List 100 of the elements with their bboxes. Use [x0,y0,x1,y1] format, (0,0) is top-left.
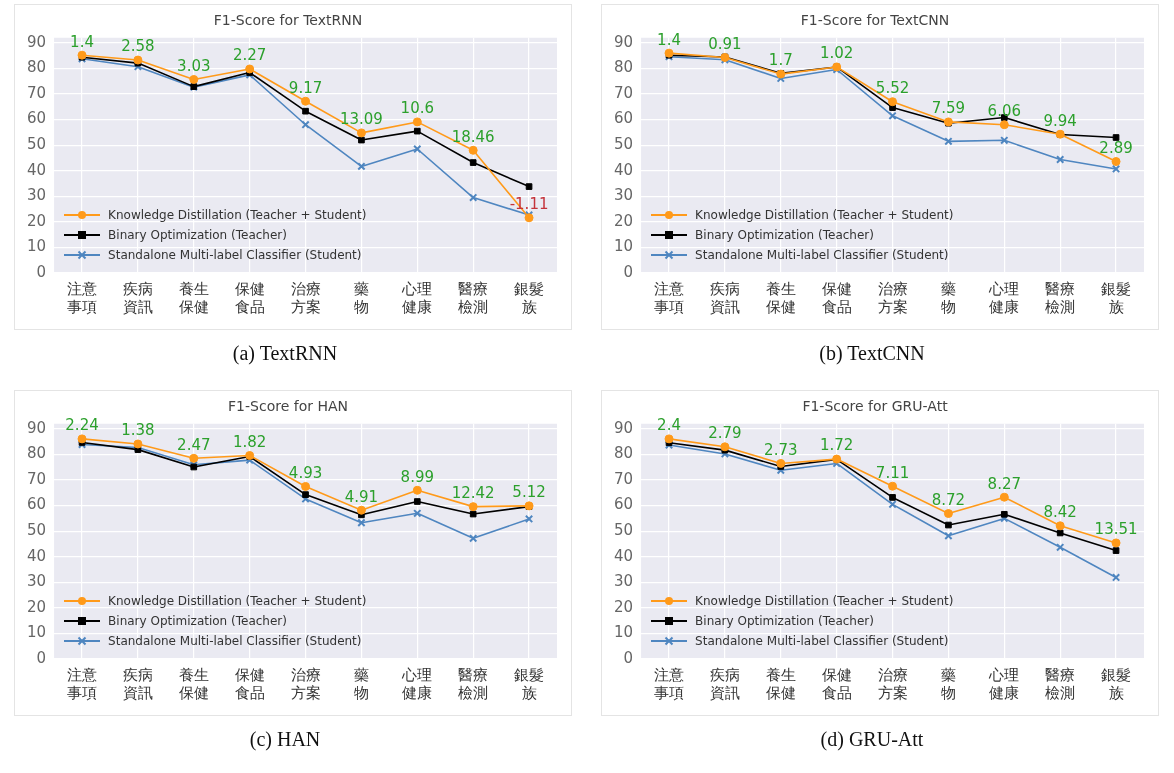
legend-label: Knowledge Distillation (Teacher + Student) [108,208,367,222]
legend-label: Knowledge Distillation (Teacher + Student) [695,208,954,222]
y-tick-label: 70 [613,83,634,102]
text: (d) GRU-Att [819,728,925,751]
text: (b) TextCNN [818,342,926,365]
legend-label: Binary Optimization (Teacher) [108,228,287,242]
annotation: 7.59 [931,99,966,118]
legend-label: Standalone Multi-label Classifier (Student) [108,634,362,648]
x-tick-label: 藥物 [353,279,369,316]
chart-title: F1-Score for TextRNN [213,12,363,29]
x-tick-label: 治療方案 [877,279,908,316]
text: (a) TextRNN [231,342,339,365]
y-tick-label: 50 [26,135,47,154]
y-tick-label: 10 [613,623,634,642]
x-tick-label: 心理健康 [401,279,433,316]
annotation: 12.42 [451,484,495,503]
annotation: 10.6 [400,99,435,118]
chart-title: F1-Score for TextCNN [800,12,950,29]
y-tick-label: 40 [26,546,47,565]
annotation: 2.73 [764,440,798,459]
y-tick-label: 60 [26,495,47,514]
x-tick-label: 保健食品 [234,279,265,316]
x-tick-label: 疾病資訊 [122,279,153,316]
x-tick-label: 注意事項 [67,279,98,316]
y-tick-label: 50 [26,521,47,540]
x-tick-label: 藥物 [940,279,956,316]
annotation: 4.91 [344,487,379,506]
y-tick-label: 10 [26,237,47,256]
x-tick-label: 保健食品 [821,665,852,702]
y-tick-label: 40 [613,160,634,179]
annotation: 1.02 [819,44,854,63]
x-tick-label: 治療方案 [290,665,321,702]
y-tick-label: 60 [613,495,634,514]
y-tick-label: 20 [613,597,634,616]
annotation: 9.94 [1043,111,1077,130]
y-tick-label: 80 [613,444,634,463]
y-tick-label: 60 [26,109,47,128]
y-tick-label: 30 [26,186,47,205]
x-tick-label: 藥物 [940,665,956,702]
annotation: 7.11 [875,463,910,482]
legend-label: Standalone Multi-label Classifier (Student) [108,248,362,262]
x-tick-label: 銀髮族 [1101,279,1132,316]
annotation: 4.93 [288,463,323,482]
y-tick-label: 20 [613,211,634,230]
x-tick-label: 藥物 [353,665,369,702]
legend-label: Binary Optimization (Teacher) [108,614,287,628]
x-tick-label: 銀髮族 [514,665,545,702]
legend-label: Binary Optimization (Teacher) [695,614,874,628]
x-tick-label: 疾病資訊 [709,279,740,316]
y-tick-label: 90 [26,418,47,437]
annotation: 1.82 [232,432,267,451]
annotation: 1.72 [819,436,854,455]
legend-label: Knowledge Distillation (Teacher + Student) [108,594,367,608]
text: (c) HAN [248,728,322,751]
annotation: 1.4 [657,30,681,49]
annotation: 2.4 [657,416,681,435]
annotation: 8.99 [400,467,435,486]
y-tick-label: 20 [26,211,47,230]
x-tick-label: 養生保健 [178,279,209,316]
x-tick-label: 醫療檢測 [458,665,489,702]
y-tick-label: 80 [26,58,47,77]
x-tick-label: 心理健康 [988,279,1020,316]
x-tick-label: 注意事項 [654,665,685,702]
annotation: 18.46 [451,127,495,146]
y-tick-label: 70 [26,469,47,488]
x-tick-label: 注意事項 [67,665,98,702]
y-tick-label: 70 [26,83,47,102]
y-tick-label: 40 [613,546,634,565]
legend-label: Standalone Multi-label Classifier (Student) [695,248,949,262]
annotation: 1.7 [768,51,793,70]
annotation: 1.4 [70,32,94,51]
x-tick-label: 保健食品 [821,279,852,316]
x-tick-label: 保健食品 [234,665,265,702]
y-tick-label: 0 [36,648,47,667]
annotation: 2.89 [1099,138,1133,157]
annotation: 2.27 [232,46,267,65]
y-tick-label: 80 [26,444,47,463]
annotation: 3.03 [177,56,211,75]
x-tick-label: 治療方案 [290,279,321,316]
x-tick-label: 心理健康 [988,665,1020,702]
chart-title: F1-Score for GRU-Att [802,398,949,415]
y-tick-label: 0 [623,648,634,667]
x-tick-label: 銀髮族 [1101,665,1132,702]
y-tick-label: 70 [613,469,634,488]
legend-label: Binary Optimization (Teacher) [695,228,874,242]
y-tick-label: 30 [613,572,634,591]
y-tick-label: 90 [613,32,634,51]
annotation: 13.09 [339,110,383,129]
y-tick-label: 60 [613,109,634,128]
y-tick-label: 0 [623,262,634,281]
y-tick-label: 50 [613,521,634,540]
y-tick-label: 0 [36,262,47,281]
annotation: 5.52 [875,79,910,98]
legend-label: Standalone Multi-label Classifier (Student) [695,634,949,648]
x-tick-label: 養生保健 [765,279,796,316]
x-tick-label: 醫療檢測 [458,279,489,316]
annotation: 8.72 [931,490,966,509]
y-tick-label: 30 [26,572,47,591]
annotation: 0.91 [708,34,742,53]
x-tick-label: 養生保健 [178,665,209,702]
